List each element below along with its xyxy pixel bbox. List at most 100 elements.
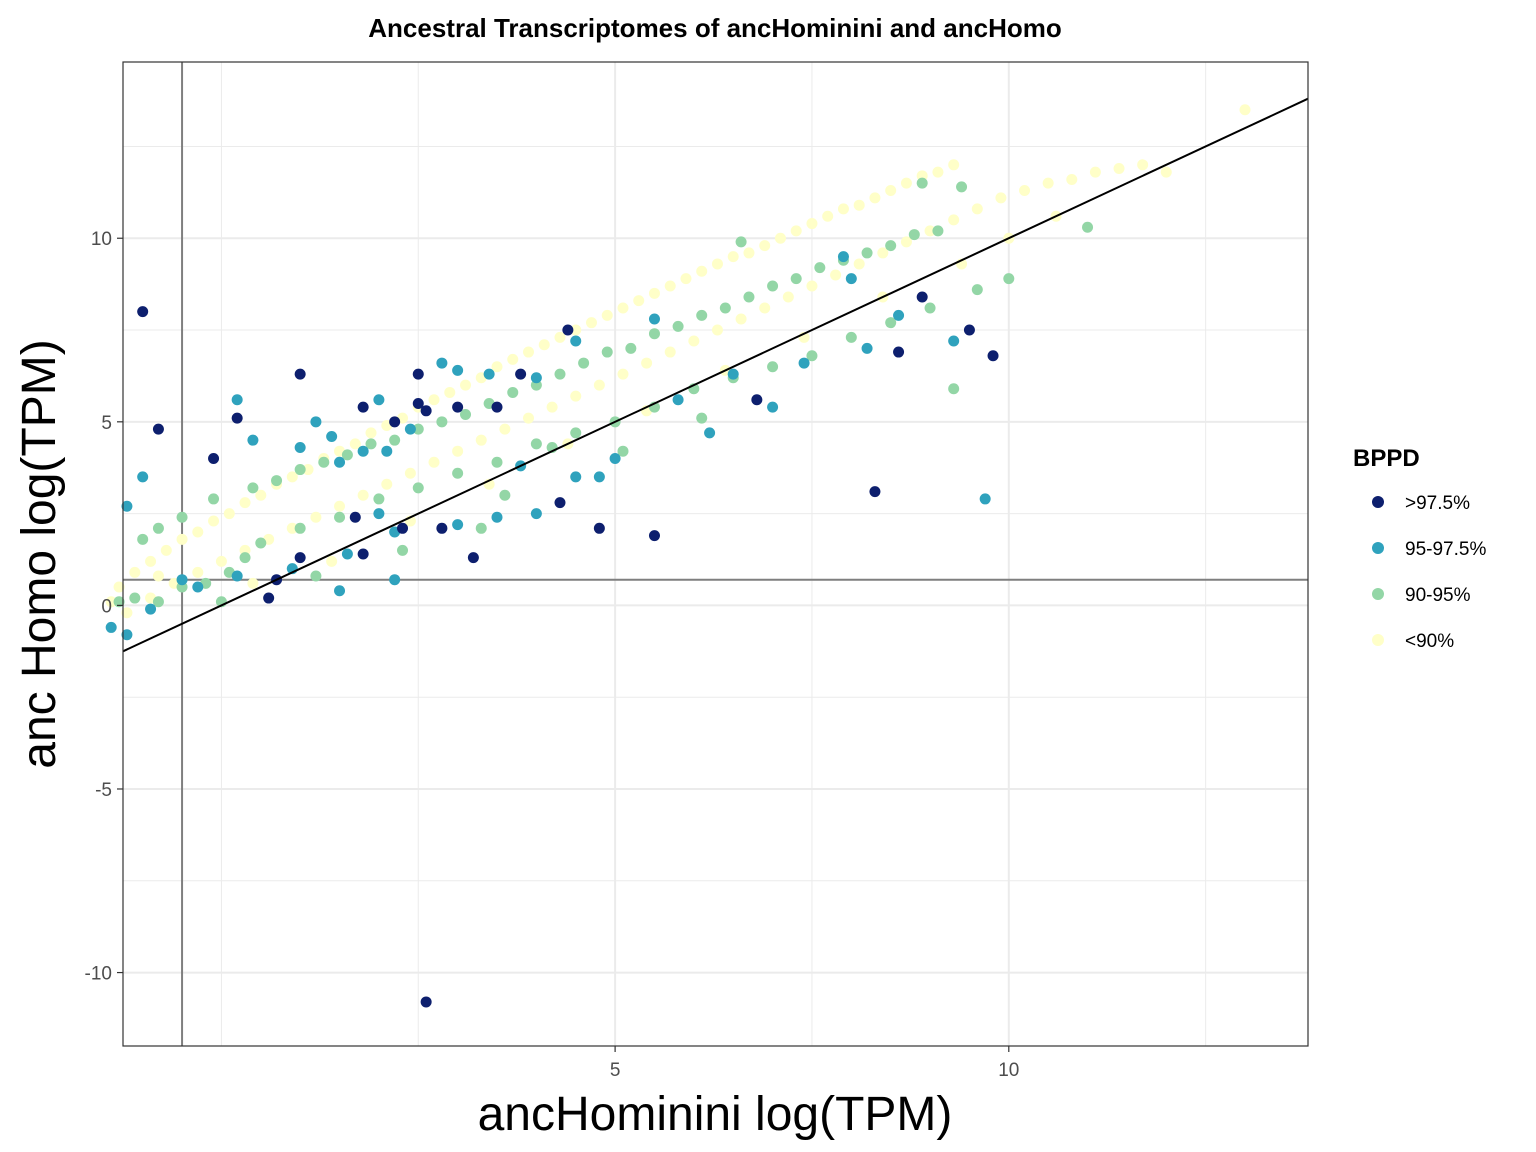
data-point-90 [452, 445, 464, 457]
data-point-90-95 [507, 386, 519, 398]
data-point-90 [381, 478, 393, 490]
data-point-97-5 [893, 346, 905, 358]
data-point-90 [475, 434, 487, 446]
data-point-90-95 [948, 383, 960, 395]
data-point-90-95 [601, 346, 613, 358]
data-point-97-5 [349, 511, 361, 523]
data-point-90 [444, 386, 456, 398]
data-point-90-95 [310, 570, 322, 582]
data-point-90-95 [373, 493, 385, 505]
data-point-95-97-5 [979, 493, 991, 505]
data-point-90 [900, 236, 912, 248]
data-point-90 [192, 526, 204, 538]
data-point-90 [837, 203, 849, 215]
data-point-90-95 [491, 456, 503, 468]
data-point-90-95 [696, 309, 708, 321]
data-point-90 [1113, 162, 1125, 174]
data-point-90 [877, 247, 889, 259]
data-point-90 [1089, 166, 1101, 178]
legend-key [1372, 634, 1384, 646]
data-point-90 [593, 379, 605, 391]
data-point-90-95 [735, 236, 747, 248]
data-point-90 [247, 577, 259, 589]
data-point-90 [192, 566, 204, 578]
data-point-90 [853, 199, 865, 211]
data-point-90-95 [271, 475, 283, 487]
data-point-90 [680, 273, 692, 285]
plot-panel-border [122, 61, 1309, 1047]
data-point-90-95 [129, 592, 141, 604]
data-point-90 [869, 192, 881, 204]
data-point-90-95 [814, 262, 826, 274]
data-point-90 [617, 302, 629, 314]
data-point-90 [105, 596, 117, 608]
legend-label: 90-95% [1405, 585, 1471, 606]
data-point-90 [727, 251, 739, 263]
data-point-90 [948, 159, 960, 171]
data-point-90-95 [885, 240, 897, 252]
legend-key [1372, 588, 1384, 600]
data-point-90 [145, 555, 157, 567]
data-point-90 [641, 357, 653, 369]
data-point-90-95 [137, 533, 149, 545]
data-point-97-5 [963, 324, 975, 336]
data-point-90-95 [176, 511, 188, 523]
data-point-90 [365, 427, 377, 439]
data-point-90 [176, 533, 188, 545]
data-point-90-95 [436, 416, 448, 428]
data-point-90-95 [924, 302, 936, 314]
data-point-97-5 [467, 552, 479, 564]
data-point-90 [924, 225, 936, 237]
data-point-90-95 [554, 368, 566, 380]
data-point-90-95 [255, 537, 267, 549]
data-point-90 [546, 401, 558, 413]
data-point-90-95 [861, 247, 873, 259]
data-point-90 [349, 438, 361, 450]
chart-title: Ancestral Transcriptomes of ancHominini … [368, 13, 1061, 43]
data-point-90 [113, 581, 125, 593]
data-point-95-97-5 [530, 372, 542, 384]
data-point-90-95 [908, 229, 920, 241]
data-point-90-95 [152, 596, 164, 608]
data-point-97-5 [294, 552, 306, 564]
data-point-90-95 [412, 482, 424, 494]
data-point-90-95 [672, 320, 684, 332]
data-point-90 [1160, 166, 1172, 178]
data-point-90 [215, 555, 227, 567]
data-point-90-95 [956, 181, 968, 193]
data-point-90 [1019, 185, 1031, 197]
data-point-97-5 [452, 401, 464, 413]
data-point-95-97-5 [837, 251, 849, 263]
data-point-95-97-5 [389, 574, 401, 586]
data-point-97-5 [420, 405, 432, 417]
data-point-90 [554, 331, 566, 343]
data-point-90 [806, 218, 818, 230]
data-point-90 [743, 247, 755, 259]
data-point-97-5 [294, 368, 306, 380]
data-point-95-97-5 [310, 416, 322, 428]
data-point-97-5 [491, 401, 503, 413]
data-point-95-97-5 [231, 570, 243, 582]
data-point-90 [404, 467, 416, 479]
data-point-97-5 [263, 592, 275, 604]
data-point-95-97-5 [861, 342, 873, 354]
data-point-90 [538, 339, 550, 351]
data-point-90 [790, 225, 802, 237]
data-point-90 [522, 412, 534, 424]
data-point-90 [948, 214, 960, 226]
data-point-90-95 [932, 225, 944, 237]
data-point-95-97-5 [948, 335, 960, 347]
data-point-90 [334, 500, 346, 512]
legend: BPPD >97.5% 95-97.5% 90-95% <90% [1353, 445, 1486, 652]
data-point-90 [1042, 177, 1054, 189]
data-point-97-5 [137, 306, 149, 318]
data-point-90 [286, 471, 298, 483]
data-point-95-97-5 [648, 313, 660, 325]
data-point-97-5 [420, 996, 432, 1008]
data-point-95-97-5 [609, 453, 621, 465]
data-point-90 [570, 390, 582, 402]
data-point-90-95 [719, 302, 731, 314]
data-point-97-5 [593, 522, 605, 534]
data-point-90-95 [239, 552, 251, 564]
legend-label: >97.5% [1405, 493, 1470, 514]
